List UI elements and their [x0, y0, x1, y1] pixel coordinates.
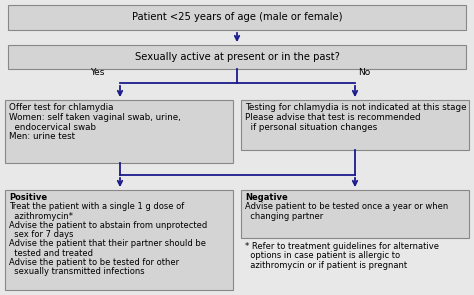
- Text: Advise the patient to abstain from unprotected: Advise the patient to abstain from unpro…: [9, 221, 207, 230]
- Text: Patient <25 years of age (male or female): Patient <25 years of age (male or female…: [132, 12, 342, 22]
- Text: Women: self taken vaginal swab, urine,: Women: self taken vaginal swab, urine,: [9, 113, 181, 122]
- FancyBboxPatch shape: [241, 100, 469, 150]
- FancyBboxPatch shape: [8, 5, 466, 30]
- FancyBboxPatch shape: [241, 190, 469, 238]
- Text: endocervical swab: endocervical swab: [9, 122, 96, 132]
- Text: Negative: Negative: [245, 193, 288, 202]
- Text: Advise the patient that their partner should be: Advise the patient that their partner sh…: [9, 240, 206, 248]
- Text: Sexually active at present or in the past?: Sexually active at present or in the pas…: [135, 52, 339, 62]
- Text: sex for 7 days: sex for 7 days: [9, 230, 73, 239]
- Text: Positive: Positive: [9, 193, 47, 202]
- Text: if personal situation changes: if personal situation changes: [245, 122, 377, 132]
- Text: options in case patient is allergic to: options in case patient is allergic to: [245, 251, 400, 260]
- Text: Offer test for chlamydia: Offer test for chlamydia: [9, 103, 113, 112]
- Text: Treat the patient with a single 1 g dose of: Treat the patient with a single 1 g dose…: [9, 202, 184, 211]
- Text: Please advise that test is recommended: Please advise that test is recommended: [245, 113, 420, 122]
- Text: sexually transmitted infections: sexually transmitted infections: [9, 267, 145, 276]
- Text: Advise the patient to be tested for other: Advise the patient to be tested for othe…: [9, 258, 179, 267]
- Text: Testing for chlamydia is not indicated at this stage: Testing for chlamydia is not indicated a…: [245, 103, 466, 112]
- Text: azithromycin*: azithromycin*: [9, 212, 73, 221]
- Text: changing partner: changing partner: [245, 212, 323, 221]
- Text: Men: urine test: Men: urine test: [9, 132, 75, 141]
- Text: tested and treated: tested and treated: [9, 249, 93, 258]
- FancyBboxPatch shape: [8, 45, 466, 69]
- FancyBboxPatch shape: [5, 100, 233, 163]
- Text: Yes: Yes: [90, 68, 104, 77]
- Text: azithromycin or if patient is pregnant: azithromycin or if patient is pregnant: [245, 260, 407, 270]
- Text: No: No: [358, 68, 370, 77]
- Text: * Refer to treatment guidelines for alternative: * Refer to treatment guidelines for alte…: [245, 242, 439, 251]
- FancyBboxPatch shape: [5, 190, 233, 290]
- Text: Advise patient to be tested once a year or when: Advise patient to be tested once a year …: [245, 202, 448, 211]
